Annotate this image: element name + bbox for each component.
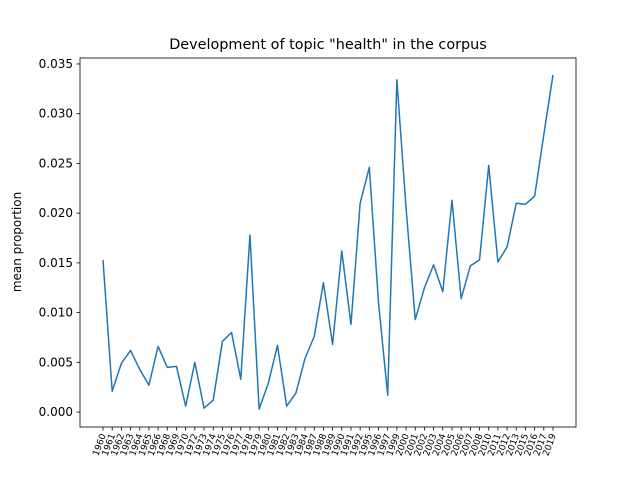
y-tick-label: 0.005 [39, 355, 73, 369]
y-tick-label: 0.015 [39, 256, 73, 270]
y-tick-label: 0.030 [39, 107, 73, 121]
line-series [102, 74, 554, 410]
y-tick-label: 0.000 [39, 405, 73, 419]
y-tick-label: 0.010 [39, 306, 73, 320]
y-axis-label: mean proportion [10, 192, 24, 292]
plot-frame [79, 57, 577, 428]
y-tick-label: 0.025 [39, 156, 73, 170]
y-tick-label: 0.020 [39, 206, 73, 220]
chart-title: Development of topic "health" in the cor… [169, 37, 487, 53]
y-tick-label: 0.035 [39, 57, 73, 71]
